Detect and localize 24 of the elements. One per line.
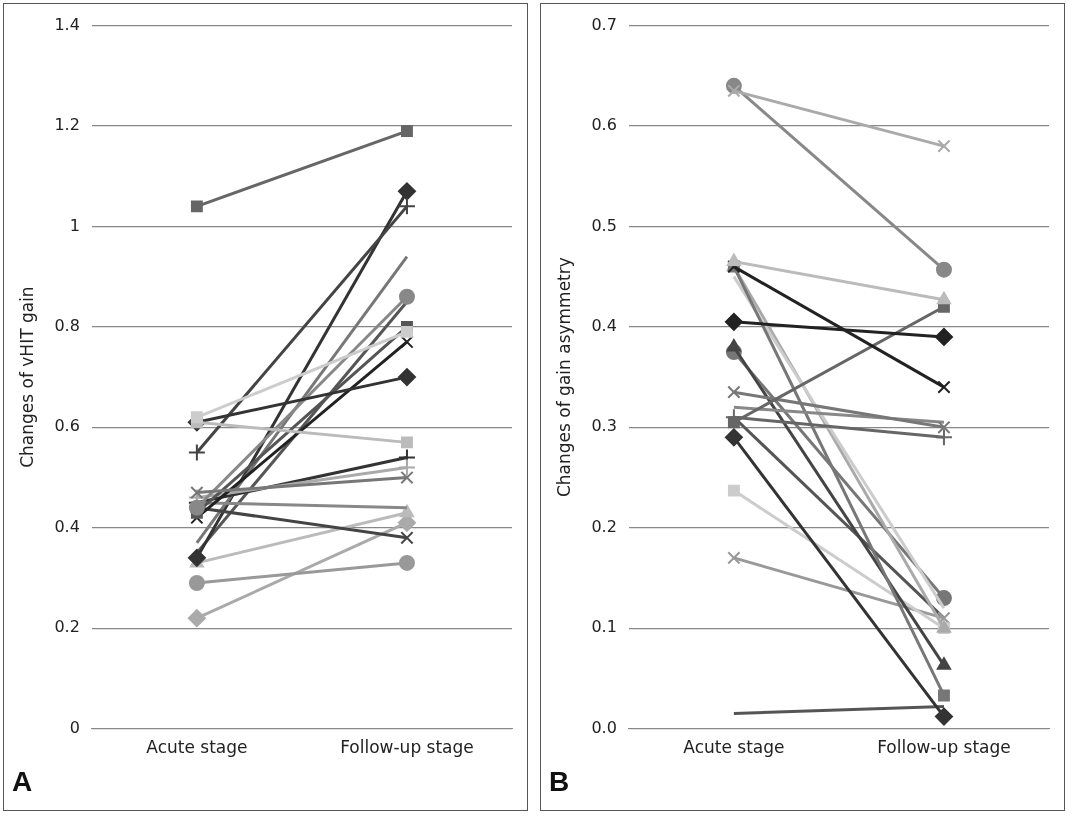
y-tick-label: 0.6 [591,115,617,135]
y-tick-label: 1.4 [54,14,80,34]
y-tick-label: 0.1 [591,617,617,637]
y-tick-label: 0.4 [54,516,80,536]
text: A [12,765,33,797]
y-tick-label: 0.4 [591,316,617,336]
y-tick-label: 0.3 [591,416,617,436]
y-axis-title: Changes of vHIT gain [16,286,37,468]
y-tick-label: 0.7 [591,14,617,34]
x-tick-label: Follow-up stage [340,737,474,758]
x-tick-label: Acute stage [683,737,785,758]
y-tick-label: 0.6 [54,416,80,436]
y-tick-label: 0.2 [54,617,80,637]
y-tick-label: 0.8 [54,316,80,336]
y-tick-label: 1 [69,215,80,235]
y-tick-label: 0.0 [591,717,617,737]
y-axis-title: Changes of gain asymmetry [553,257,574,498]
y-tick-label: 0.2 [591,516,617,536]
x-tick-label: Follow-up stage [877,737,1011,758]
y-tick-label: 0 [69,717,80,737]
x-tick-label: Acute stage [146,737,248,758]
y-tick-label: 1.2 [54,115,80,135]
y-tick-label: 0.5 [591,215,617,235]
text: B [549,765,570,797]
